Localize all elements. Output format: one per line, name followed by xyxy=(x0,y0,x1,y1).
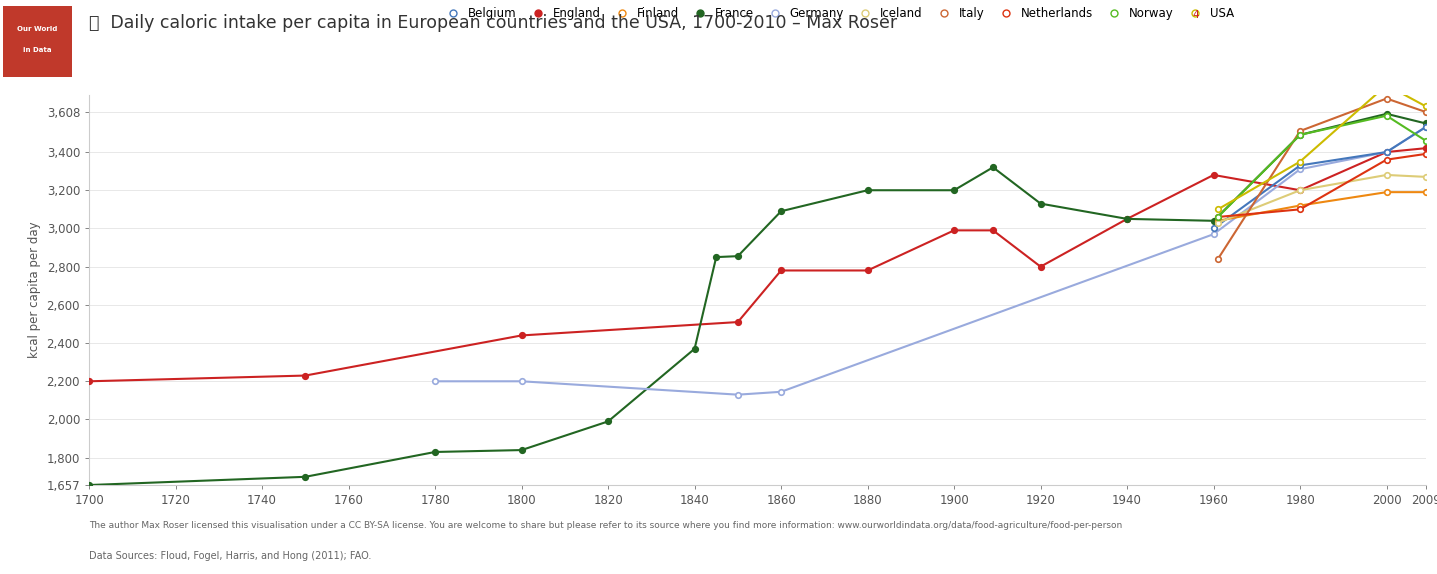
Text: 📎  Daily caloric intake per capita in European countries and the USA, 1700-2010 : 📎 Daily caloric intake per capita in Eur… xyxy=(89,14,897,32)
Text: Data Sources: Floud, Fogel, Harris, and Hong (2011); FAO.: Data Sources: Floud, Fogel, Harris, and … xyxy=(89,551,372,561)
Y-axis label: kcal per capita per day: kcal per capita per day xyxy=(27,222,40,358)
Text: Our World: Our World xyxy=(17,26,57,32)
Text: The author Max Roser licensed this visualisation under a CC BY-SA license. You a: The author Max Roser licensed this visua… xyxy=(89,521,1122,530)
Legend: Belgium, England, Finland, France, Germany, Iceland, Italy, Netherlands, Norway,: Belgium, England, Finland, France, Germa… xyxy=(441,7,1234,20)
Text: 4: 4 xyxy=(1193,10,1200,20)
Text: in Data: in Data xyxy=(23,47,52,53)
